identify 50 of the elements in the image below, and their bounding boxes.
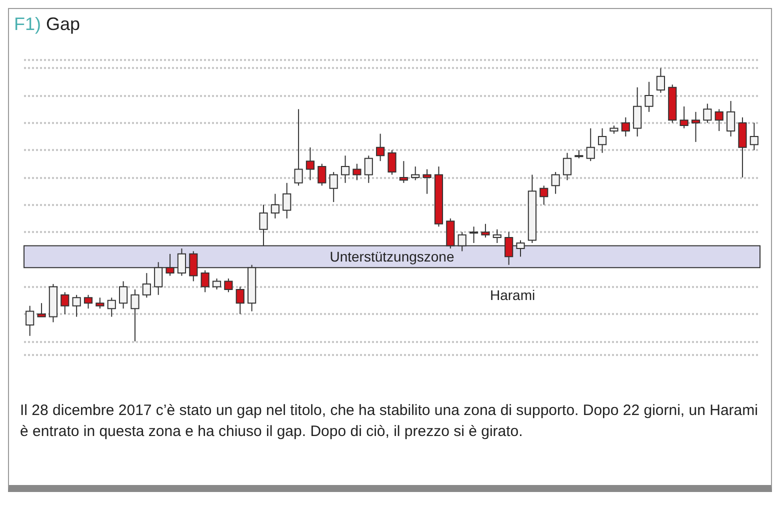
annotation: Harami	[490, 287, 536, 303]
candlestick	[644, 81, 654, 112]
candlestick	[540, 185, 548, 206]
candlestick	[703, 103, 712, 124]
band-label: Unterstützungszone	[330, 248, 454, 265]
candlestick	[212, 278, 222, 290]
candlestick	[318, 163, 326, 186]
candlestick	[107, 297, 116, 318]
text: Il 28 dicembre 2017 c’è stato un gap nel titolo, che ha stabilito una zona di supporto. Dopo 22 giorni, un Harami è entrato in questa zona e ha chiuso il gap. Dopo di ciò, il prezzo si è girato.	[20, 401, 759, 442]
candlestick	[352, 163, 362, 181]
candlestick	[621, 116, 630, 137]
candlestick	[411, 166, 420, 181]
candlestick	[84, 294, 93, 310]
candlestick	[119, 280, 128, 310]
candlestick	[340, 155, 350, 184]
candlestick	[680, 106, 688, 129]
candlestick	[306, 146, 315, 181]
candlestick	[26, 305, 34, 336]
candlestick	[200, 270, 210, 293]
candlestick	[469, 226, 478, 244]
candlestick	[142, 272, 151, 298]
candlestick	[562, 152, 572, 181]
candlestick	[481, 223, 490, 238]
candlestick	[422, 168, 432, 194]
chart-title: F1) Gap	[14, 14, 80, 35]
candlestick	[270, 193, 280, 219]
candlestick	[60, 292, 70, 315]
candlestick	[598, 128, 607, 154]
candlestick	[130, 288, 140, 342]
candlestick	[726, 100, 736, 137]
candlestick	[224, 278, 233, 293]
candlestick	[399, 160, 408, 184]
candlestick	[586, 128, 595, 162]
candlestick	[633, 86, 642, 137]
candlestick	[37, 302, 46, 318]
candlestick	[656, 68, 665, 94]
candlestick	[714, 108, 724, 132]
candlestick	[329, 171, 338, 203]
candlestick	[282, 182, 292, 219]
candlestick	[551, 171, 560, 194]
candlestick	[492, 228, 502, 244]
candlestick	[72, 294, 81, 318]
candlestick	[376, 133, 385, 162]
candlestick	[294, 108, 303, 186]
candlestick	[750, 122, 758, 151]
candlestick	[364, 155, 373, 184]
candlestick	[236, 286, 244, 315]
candlestick	[691, 111, 700, 142]
candlestick	[388, 150, 396, 176]
candlestick	[96, 297, 104, 310]
